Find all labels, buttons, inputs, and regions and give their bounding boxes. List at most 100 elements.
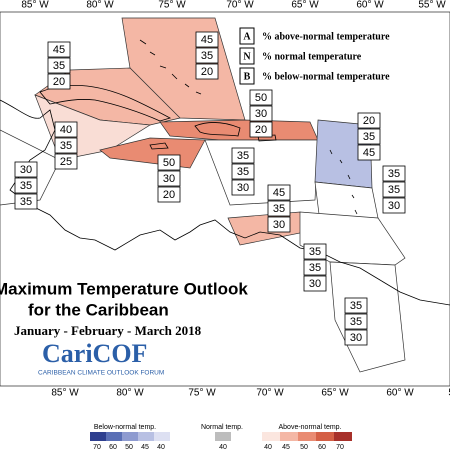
lon-label-bottom: 85° W [51, 388, 79, 399]
colorbar-tick-below: 50 [125, 444, 133, 450]
legend-text: % below-normal temperature [262, 71, 390, 82]
prob-value: 30 [20, 164, 32, 176]
prob-cell [344, 297, 368, 314]
prob-value: 45 [273, 187, 285, 199]
prob-value: 35 [309, 246, 321, 258]
prob-value: 30 [388, 200, 400, 212]
prob-value: 35 [363, 131, 375, 143]
prob-value: 35 [388, 168, 400, 180]
prob-value: 45 [363, 147, 375, 159]
prob-cell [54, 137, 78, 154]
prob-cell [231, 163, 255, 180]
colorbar-swatch-above [316, 432, 334, 441]
prob-value: 35 [20, 180, 32, 192]
coastline-cuba [39, 84, 172, 122]
prob-value: 40 [60, 124, 72, 136]
prob-value: 20 [255, 124, 267, 136]
prob-value: 30 [237, 182, 249, 194]
prob-cell [195, 63, 219, 80]
legend-text: % normal temperature [262, 51, 362, 62]
lon-label-bottom: 80° W [116, 388, 144, 399]
prob-value: 20 [201, 66, 213, 78]
prob-value: 20 [163, 189, 175, 201]
longitude-labels: 85° W 85° W 80° W 80° W 75° W 75° W 70° W 70° W… [21, 0, 450, 399]
prob-cell [54, 121, 78, 138]
lon-label-top: 55° W [418, 0, 446, 11]
prob-cell [249, 121, 273, 138]
colorbar-tick-below: 60 [109, 444, 117, 450]
colorbar-swatch-above [298, 432, 316, 441]
colorbar-swatch-below [154, 432, 170, 441]
prob-cell [382, 165, 406, 182]
lon-label-top: 75° W [158, 0, 186, 11]
prob-value: 35 [309, 262, 321, 274]
prob-value: 35 [237, 150, 249, 162]
lon-label-bottom: 60° W [386, 388, 414, 399]
prob-value: 35 [350, 300, 362, 312]
coastline-hispaniola [194, 122, 241, 137]
colorbar-tick-below: 70 [93, 444, 101, 450]
lon-label-bottom: 70° W [256, 388, 284, 399]
prob-cell [157, 154, 181, 171]
prob-cell [47, 73, 71, 90]
prob-value: 35 [350, 316, 362, 328]
logo: CariCOF [42, 339, 147, 368]
colorbar-swatch-above [280, 432, 298, 441]
coastline-islands [139, 39, 358, 215]
colorbar-swatch-below [90, 432, 106, 441]
title-line2: for the Caribbean [28, 300, 169, 319]
prob-cell [54, 153, 78, 170]
prob-value: 30 [163, 173, 175, 185]
prob-value: 35 [20, 196, 32, 208]
prob-cell [14, 177, 38, 194]
prob-value: 35 [273, 203, 285, 215]
colorbar-tick-above: 70 [336, 444, 344, 450]
prob-value: 50 [255, 92, 267, 104]
prob-value: 20 [363, 115, 375, 127]
colorbar-swatch-below [122, 432, 138, 441]
prob-cell [231, 147, 255, 164]
prob-value: 30 [273, 219, 285, 231]
prob-cell [303, 275, 327, 292]
colorbar-below-label: Below-normal temp. [94, 424, 156, 431]
prob-cell [195, 47, 219, 64]
colorbar-tick-below: 40 [157, 444, 165, 450]
lon-label-bottom: 75° W [188, 388, 216, 399]
colorbar-normal-label: Normal temp. [201, 424, 243, 431]
lon-label-top: 85° W [21, 0, 49, 11]
colorbar-swatch-above [262, 432, 280, 441]
legend-box [236, 26, 416, 88]
lon-label-bottom: 65° W [321, 388, 349, 399]
prob-value: 35 [388, 184, 400, 196]
colorbar-above-label: Above-normal temp. [278, 424, 341, 431]
prob-value: 25 [60, 156, 72, 168]
prob-value: 30 [309, 278, 321, 290]
prob-cell [357, 112, 381, 129]
lon-label-bottom: 55° W [448, 388, 450, 399]
colorbar-swatch-normal [215, 432, 231, 441]
prob-cell [249, 105, 273, 122]
colorbar-tick-above: 45 [282, 444, 290, 450]
prob-cell [14, 161, 38, 178]
legend-key: N [243, 51, 251, 62]
prob-value: 35 [60, 140, 72, 152]
prob-value: 20 [53, 76, 65, 88]
lon-label-top: 70° W [226, 0, 254, 11]
prob-value: 35 [201, 50, 213, 62]
prob-cell [382, 197, 406, 214]
prob-cell [249, 89, 273, 106]
legend-key-box [239, 27, 255, 45]
prob-cell [382, 181, 406, 198]
prob-cell [267, 200, 291, 217]
lon-label-top: 60° W [356, 0, 384, 11]
probability-boxes: 45 35 20 45 35 20 40 35 25 30 35 35 50 30 20 50 30 20 35 35… [14, 31, 406, 346]
legend-key: A [243, 31, 251, 42]
prob-cell [357, 128, 381, 145]
prob-cell [231, 179, 255, 196]
legend-key: B [244, 71, 251, 82]
colorbar-swatch-below [106, 432, 122, 441]
prob-cell [47, 41, 71, 58]
prob-cell [357, 144, 381, 161]
colorbar-tick-normal: 40 [219, 444, 227, 450]
